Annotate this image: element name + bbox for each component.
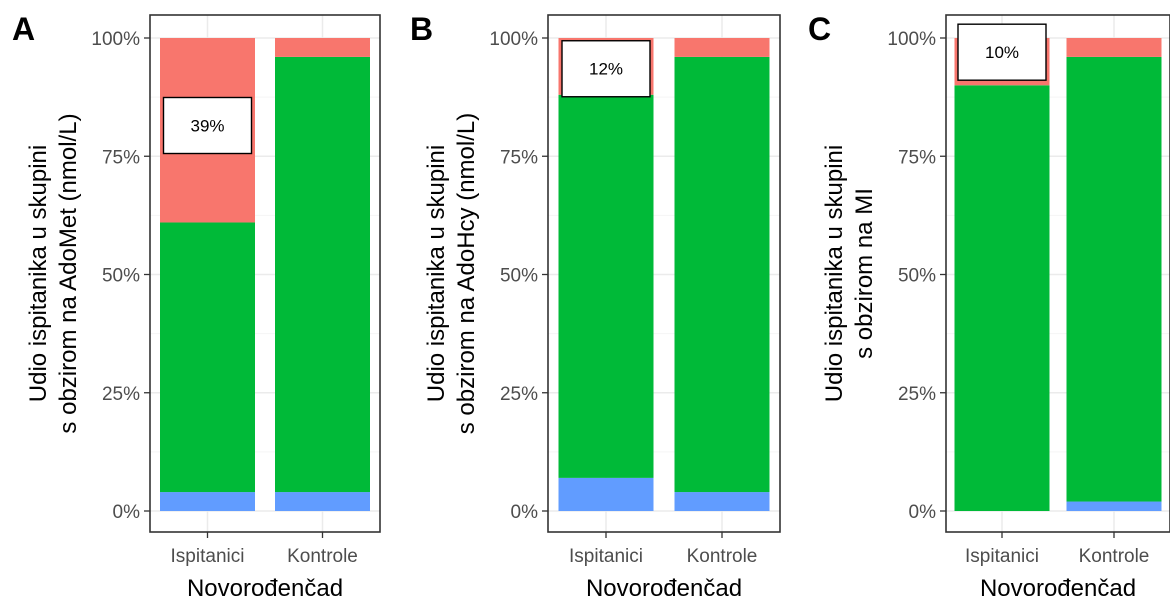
panel-label: A: [12, 11, 35, 47]
x-tick-label: Ispitanici: [171, 546, 245, 567]
y-tick-label: 50%: [500, 266, 538, 287]
y-tick-label: 100%: [887, 29, 936, 50]
plot-border: [547, 14, 781, 533]
y-tick-label: 50%: [898, 266, 936, 287]
x-tick-label: Kontrole: [687, 546, 758, 567]
y-tick-label: 75%: [102, 147, 140, 168]
bar-segment-top: [1066, 38, 1162, 57]
y-axis-title-line: Udio ispitanika u skupini: [25, 145, 52, 402]
bar-segment-middle: [275, 56, 370, 493]
y-tick-label: 75%: [500, 147, 538, 168]
bar-segment-middle: [160, 222, 255, 493]
annotation-label: 12%: [589, 60, 623, 79]
y-axis-title: Udio ispitanika u skupini s obzirom na Ad…: [423, 113, 480, 434]
y-tick-label: 100%: [91, 29, 140, 50]
bar-segment-middle: [1066, 56, 1162, 502]
y-axis-title: Udio ispitanika u skupini s obzirom na MI: [821, 145, 878, 402]
y-tick-label: 75%: [898, 147, 936, 168]
annotation-box: [957, 23, 1047, 81]
y-tick-label: 25%: [102, 384, 140, 405]
bar-segment-middle: [954, 85, 1050, 512]
annotation-label: 10%: [985, 43, 1019, 62]
y-axis-title-line: Udio ispitanika u skupini: [821, 145, 848, 402]
plot-border: [945, 14, 1170, 533]
y-tick-label: 50%: [102, 266, 140, 287]
y-tick-label: 25%: [500, 384, 538, 405]
x-tick-label: Ispitanici: [965, 546, 1039, 567]
annotation-box: [162, 96, 253, 155]
panel-c: 0% 25% 50% 75% 100% Ispitanici Kontrole Novorođ…: [808, 11, 1170, 602]
annotation-box: [561, 40, 651, 98]
y-axis-title-line: s obzirom na AdoHcy (nmol/L): [453, 113, 480, 434]
bar-segment-middle: [674, 56, 770, 493]
y-tick-label: 0%: [113, 502, 141, 523]
y-tick-label: 0%: [909, 502, 937, 523]
x-axis-title: Novorođenčad: [980, 575, 1136, 602]
bar-segment-bottom: [160, 492, 255, 511]
y-axis-title-line: s obzirom na AdoMet (nmol/L): [55, 113, 82, 433]
y-axis-title-line: s obzirom na MI: [851, 188, 878, 359]
panel-a: 0% 25% 50% 75% 100% Ispitanici Kontrole Novorođ…: [12, 11, 381, 602]
y-tick-label: 100%: [489, 29, 538, 50]
x-tick-label: Ispitanici: [569, 546, 643, 567]
x-axis-title: Novorođenčad: [187, 575, 343, 602]
x-tick-label: Kontrole: [1079, 546, 1150, 567]
panel-label: B: [410, 11, 433, 47]
bar-segment-top: [275, 38, 370, 57]
y-tick-label: 0%: [511, 502, 539, 523]
bar-segment-bottom: [275, 492, 370, 511]
y-axis-title-line: Udio ispitanika u skupini: [423, 145, 450, 402]
bar-segment-bottom: [558, 477, 654, 511]
panel-b: 0% 25% 50% 75% 100% Ispitanici Kontrole Novorođ…: [410, 11, 781, 602]
x-axis-title: Novorođenčad: [586, 575, 742, 602]
panel-label: C: [808, 11, 831, 47]
bar-segment-bottom: [674, 492, 770, 511]
plot-border: [149, 14, 381, 533]
bar-segment-top: [674, 38, 770, 57]
y-axis-title: Udio ispitanika u skupini s obzirom na Ad…: [25, 113, 82, 433]
bar-segment-middle: [558, 94, 654, 478]
x-tick-label: Kontrole: [287, 546, 358, 567]
y-tick-label: 25%: [898, 384, 936, 405]
bar-segment-bottom: [1066, 501, 1162, 511]
annotation-label: 39%: [190, 117, 224, 136]
